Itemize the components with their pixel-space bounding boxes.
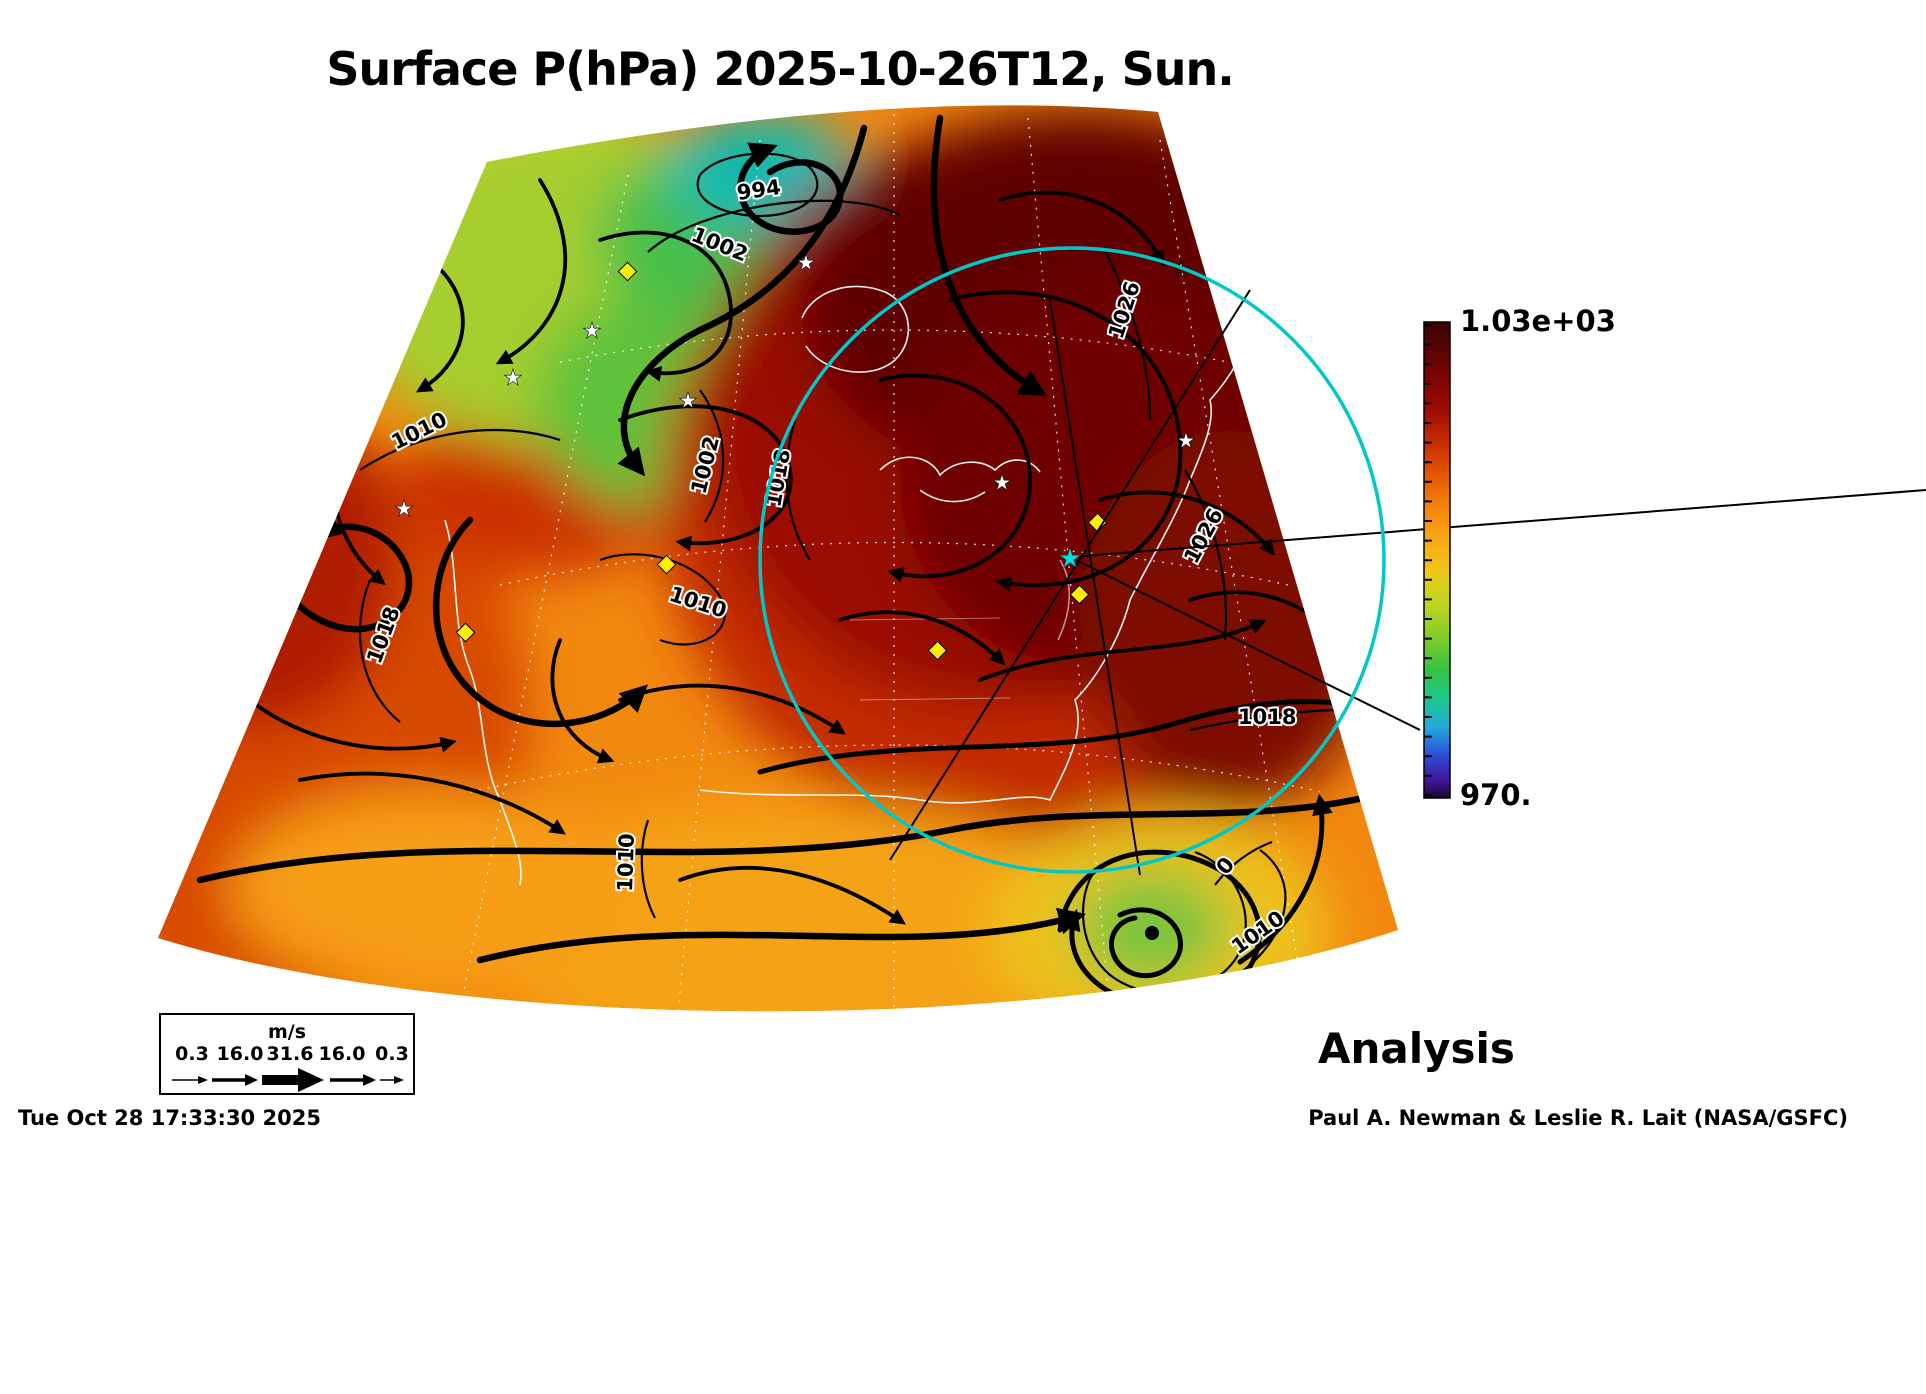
star-marker-icon: ★: [320, 483, 340, 508]
wind-legend-value: 16.0: [319, 1043, 366, 1065]
wind-speed-legend: m/s 0.3 16.0 31.6 16.0 0.3: [159, 1013, 415, 1095]
colorbar: [1423, 321, 1451, 799]
station-markers: ★ ★ ★ ★ ★ ★ ★ ★: [320, 251, 1196, 661]
contour-label: 1010: [613, 833, 639, 892]
wind-legend-arrows: [172, 1068, 404, 1092]
wind-legend-value: 0.3: [375, 1043, 409, 1065]
colorbar-max-label: 1.03e+03: [1460, 304, 1616, 338]
star-marker-icon: ★: [992, 471, 1012, 496]
map-fan: 994 1002 1002 1010 1010 1018 1018 1026 1…: [158, 105, 1398, 1012]
diamond-marker-icon: [1087, 512, 1108, 533]
map-overlays: ☆ ★: [758, 246, 1926, 876]
star-marker-icon: ★: [503, 366, 523, 391]
diamond-marker-icon: [455, 622, 476, 643]
star-marker-icon: ★: [1176, 429, 1196, 454]
credit-text: Paul A. Newman & Leslie R. Lait (NASA/GS…: [1308, 1106, 1848, 1130]
diamond-marker-icon: [927, 640, 948, 661]
page-title: Surface P(hPa) 2025-10-26T12, Sun.: [326, 42, 1234, 96]
wind-legend-units: m/s: [268, 1021, 306, 1043]
wind-legend-value: 31.6: [267, 1043, 314, 1065]
cyan-star-marker-icon: ★: [1058, 544, 1081, 574]
contour-label: 1018: [1238, 705, 1296, 729]
wind-legend-value: 16.0: [217, 1043, 264, 1065]
diamond-marker-icon: [617, 261, 638, 282]
coastlines: [444, 285, 1255, 886]
star-marker-icon: ★: [582, 319, 602, 344]
trajectory-lines: [889, 289, 1926, 876]
star-marker-icon: ★: [678, 389, 698, 414]
range-circle-overlay: [758, 246, 1386, 874]
generation-timestamp: Tue Oct 28 17:33:30 2025: [18, 1106, 321, 1130]
diamond-marker-icon: [1069, 584, 1090, 605]
analysis-label: Analysis: [1318, 1024, 1515, 1073]
star-marker-icon: ★: [394, 497, 414, 522]
wind-legend-value: 0.3: [175, 1043, 209, 1065]
star-marker-icon: ★: [796, 251, 816, 276]
colorbar-min-label: 970.: [1460, 778, 1532, 812]
diamond-marker-icon: [656, 554, 677, 575]
